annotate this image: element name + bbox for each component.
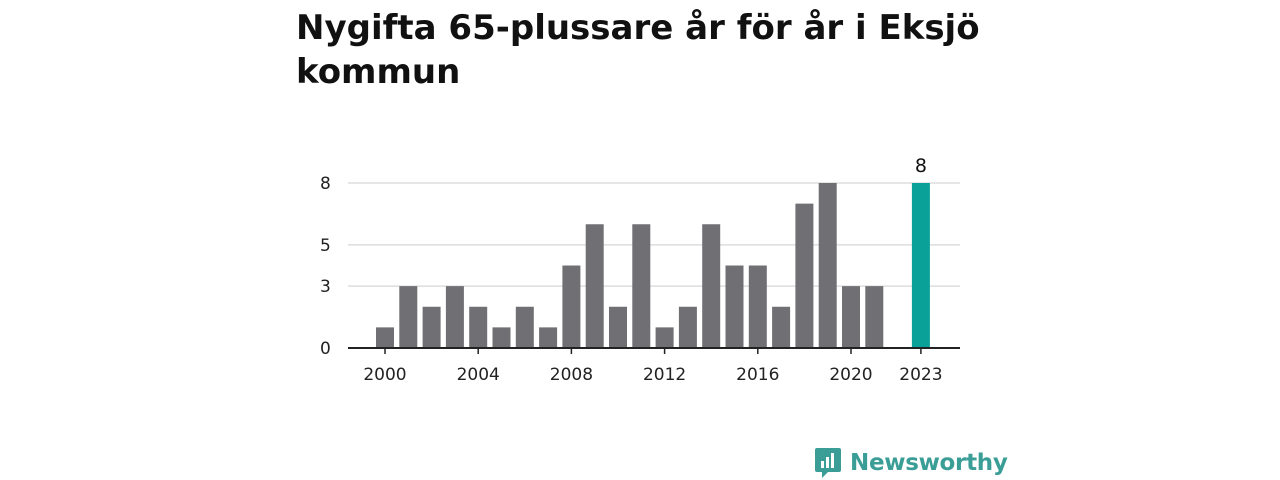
bar [422, 306, 441, 348]
bar [678, 306, 697, 348]
bar [492, 327, 511, 348]
x-tick-label: 2008 [550, 365, 593, 385]
bars [376, 183, 930, 348]
bar [865, 286, 884, 348]
bar [562, 265, 581, 348]
highlight-value-label: 8 [915, 155, 927, 177]
bar [795, 203, 814, 348]
bar [655, 327, 674, 348]
bar [632, 224, 651, 348]
y-tick-label: 5 [320, 236, 331, 256]
x-tick-label: 2023 [899, 365, 942, 385]
x-tick-label: 2000 [363, 365, 406, 385]
y-tick-label: 3 [320, 277, 331, 297]
bar [842, 286, 860, 348]
bar [515, 306, 534, 348]
bar [399, 286, 418, 348]
chart-title: Nygifta 65-plussare år för år i Eksjö ko… [296, 8, 980, 92]
x-tick-label: 2004 [457, 365, 500, 385]
brand-name: Newsworthy [850, 450, 1008, 476]
bar [725, 265, 744, 348]
bar [772, 306, 791, 348]
x-tick-label: 2020 [829, 365, 872, 385]
bar [585, 224, 604, 348]
bar-chart-speech-icon [815, 448, 841, 478]
gridlines [348, 182, 960, 287]
y-tick-label: 0 [320, 339, 331, 359]
x-axis-ticks: 2000 2004 2008 2012 2016 2020 2023 [363, 348, 943, 385]
bar [469, 306, 488, 348]
y-axis-ticks: 0 3 5 8 [320, 174, 331, 359]
bar [748, 265, 767, 348]
x-tick-label: 2016 [736, 365, 779, 385]
data-labels: 8 [915, 155, 927, 177]
bar [539, 327, 558, 348]
bar [445, 286, 464, 348]
brand-logo: Newsworthy [814, 446, 1008, 480]
bar [609, 306, 627, 348]
bar [818, 183, 837, 348]
bar-highlight [911, 183, 930, 348]
x-tick-label: 2012 [643, 365, 686, 385]
bar [376, 327, 394, 348]
bar [702, 224, 721, 348]
y-tick-label: 8 [320, 174, 331, 194]
